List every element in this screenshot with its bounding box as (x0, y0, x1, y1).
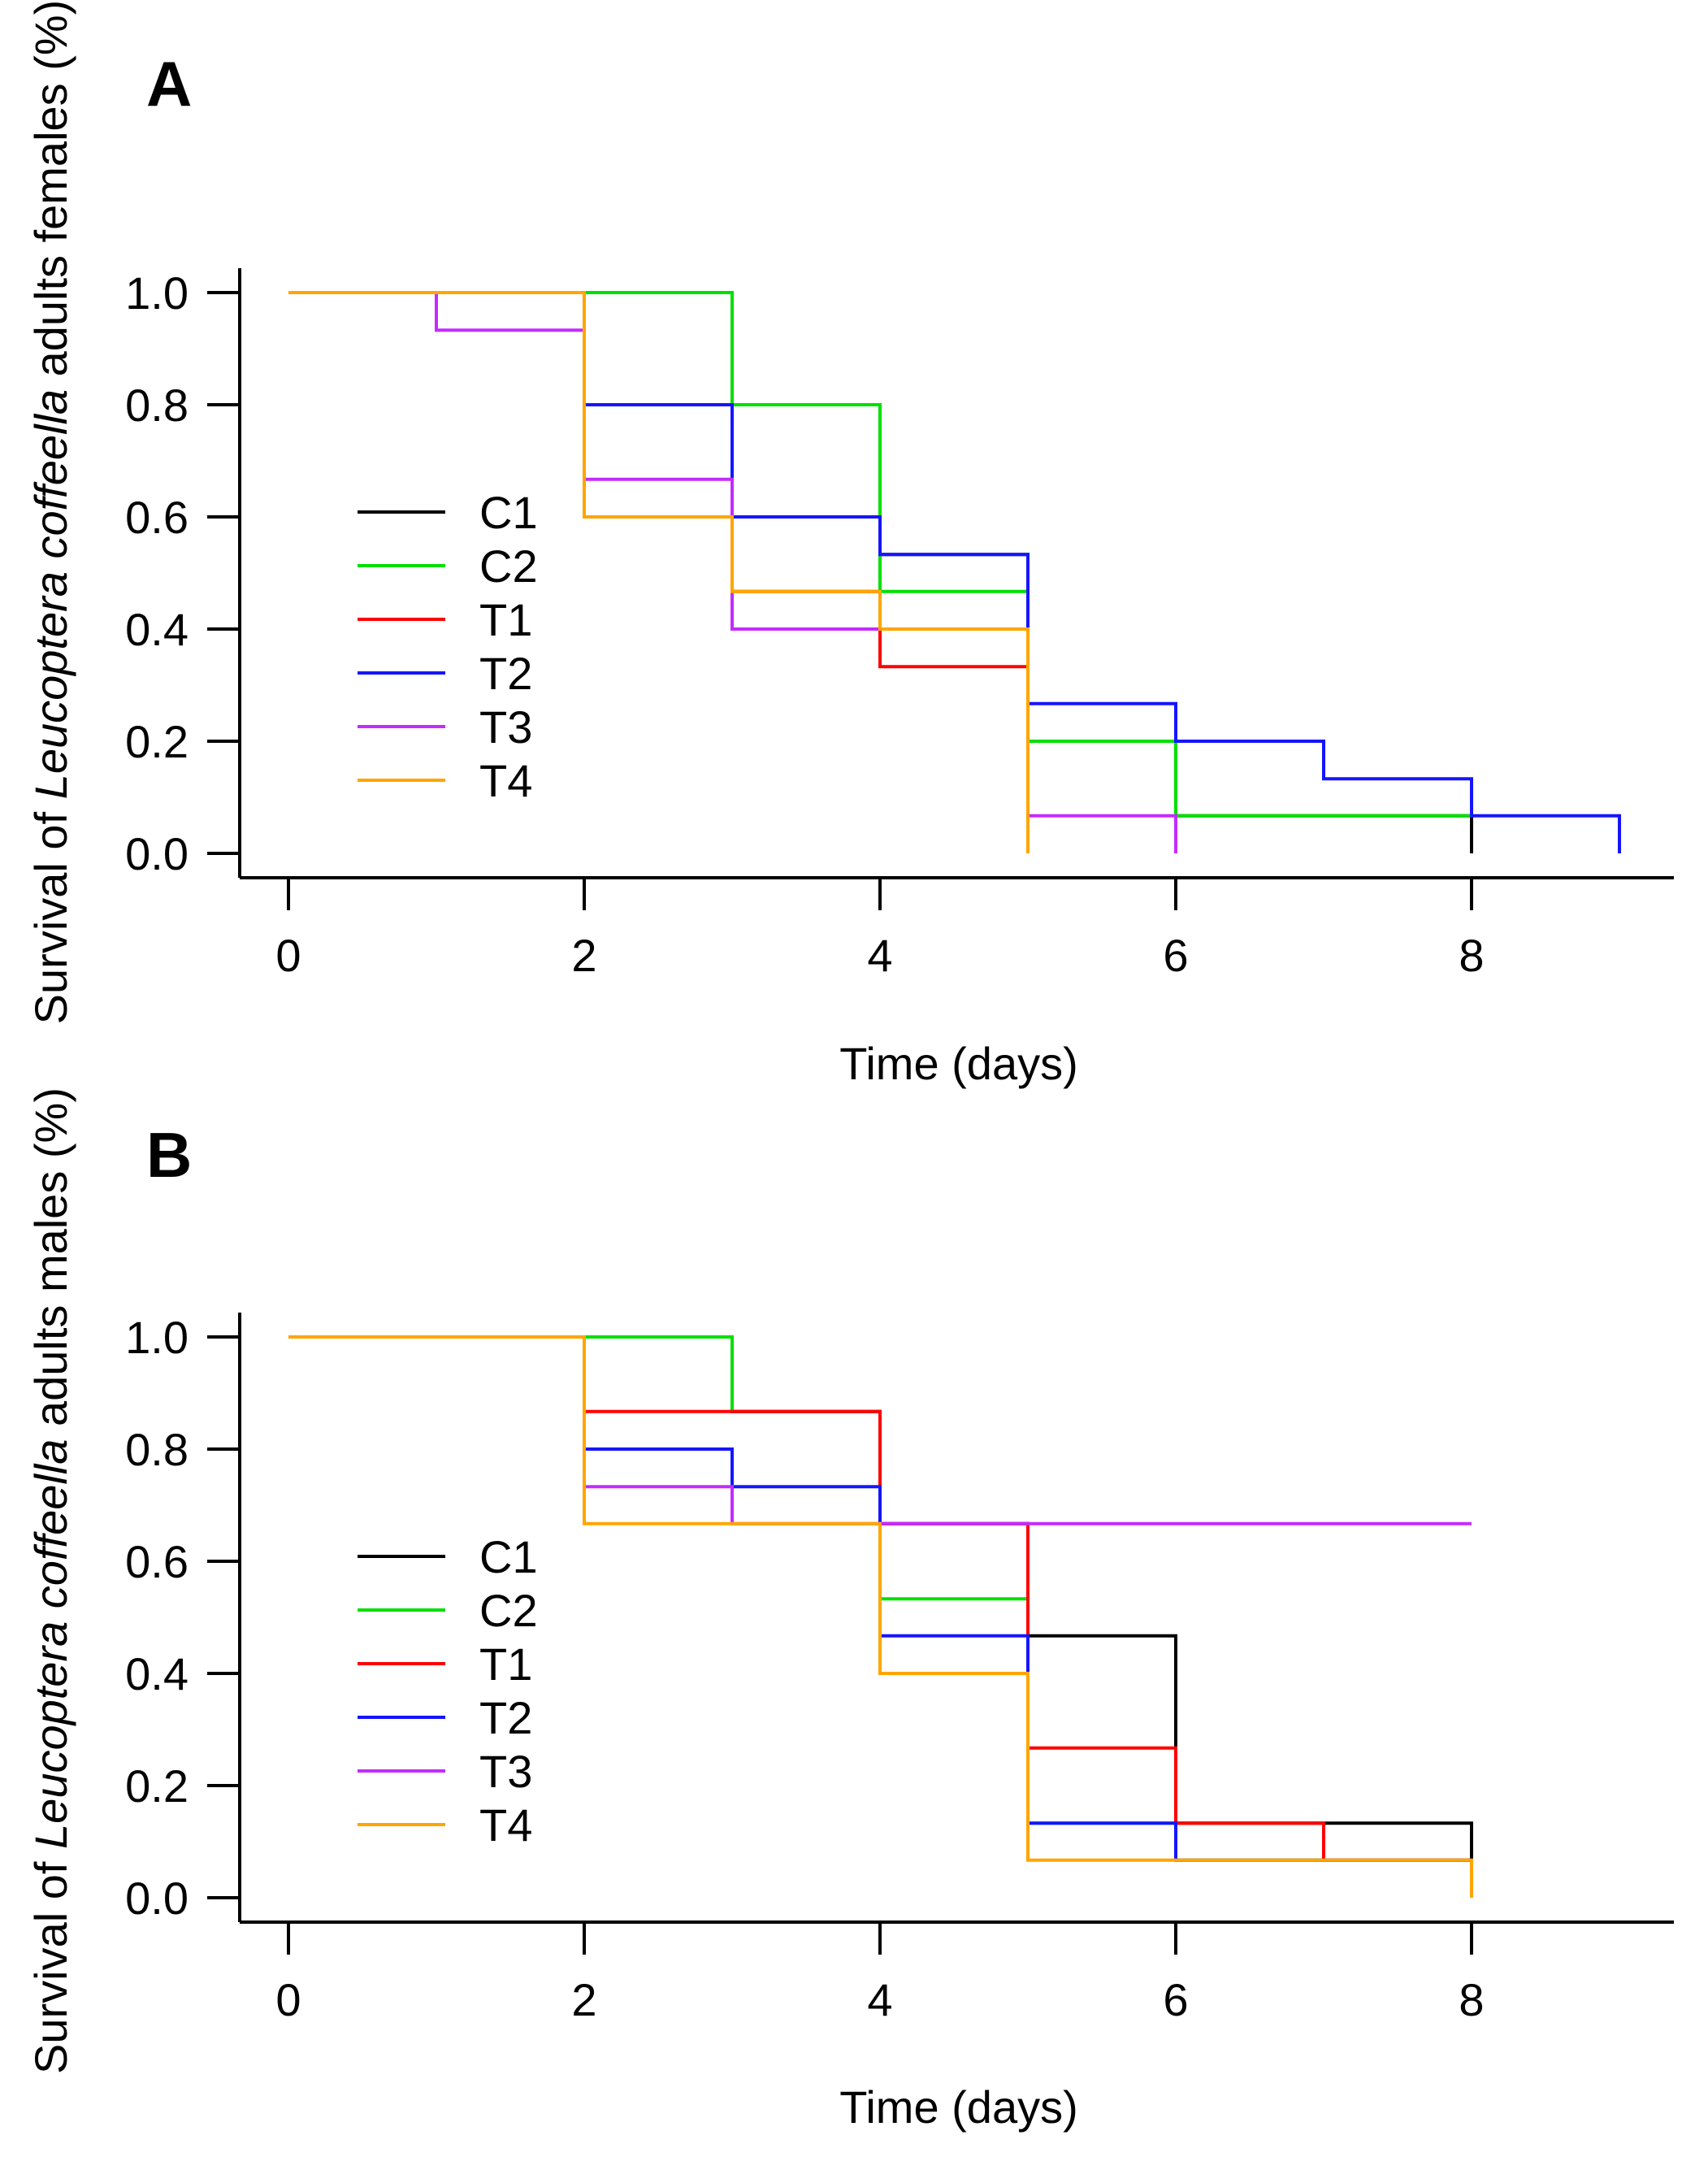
panel-a-y-tick-label: 0.4 (125, 604, 189, 655)
panel-a-x-tick-label: 2 (571, 930, 596, 981)
panel-a-x-tick-label: 0 (275, 930, 301, 981)
panel-a: A Survival of Leucoptera coffeella adult… (25, 0, 1674, 1089)
panel-b: B Survival of Leucoptera coffeella adult… (25, 1087, 1674, 2133)
panel-b-x-tick-label: 0 (275, 1974, 301, 2025)
panel-a-x-tick-label: 8 (1459, 930, 1484, 981)
panel-b-y-tick-label: 0.4 (125, 1648, 189, 1699)
series-t4-line (288, 291, 1030, 853)
panel-b-y-tick-label: 0.2 (125, 1760, 189, 1812)
panel-b-series-group (288, 1335, 1473, 1898)
panel-b-x-tick-label: 8 (1459, 1974, 1484, 2025)
panel-a-letter: A (146, 48, 192, 119)
legend-label-t4: T4 (479, 755, 532, 806)
panel-a-x-tick-label: 4 (867, 930, 892, 981)
panel-a-y-tick-label: 0.2 (125, 716, 189, 767)
legend-label-t1: T1 (479, 594, 532, 645)
legend-label-t2: T2 (479, 1692, 532, 1743)
panel-b-x-axis-title: Time (days) (839, 2081, 1078, 2133)
legend-label-c1: C1 (479, 1531, 538, 1582)
legend-label-t2: T2 (479, 648, 532, 699)
panel-b-y-tick-label: 0.0 (125, 1873, 189, 1924)
legend-label-c1: C1 (479, 487, 538, 538)
panel-b-letter: B (146, 1119, 192, 1191)
panel-b-y-tick-label: 0.8 (125, 1424, 189, 1475)
panel-a-x-axis-title: Time (days) (839, 1038, 1078, 1089)
panel-a-y-tick-label: 0.8 (125, 380, 189, 431)
panel-a-x-tick-label: 6 (1163, 930, 1188, 981)
series-t1-line (288, 291, 1030, 853)
panel-b-y-tick-label: 0.6 (125, 1536, 189, 1587)
panel-a-y-tick-label: 1.0 (125, 267, 189, 319)
legend-label-t1: T1 (479, 1638, 532, 1690)
legend-label-t4: T4 (479, 1799, 532, 1851)
panel-a-y-tick-label: 0.0 (125, 828, 189, 879)
series-c2-line (288, 291, 1472, 818)
legend-label-t3: T3 (479, 701, 532, 753)
panel-a-legend: C1 C2 T1 T2 T3 T4 (358, 487, 538, 806)
panel-b-x-tick-label: 6 (1163, 1974, 1188, 2025)
series-t4-line (288, 1335, 1473, 1898)
legend-label-c2: C2 (479, 1585, 538, 1636)
legend-label-c2: C2 (479, 540, 538, 592)
panel-b-y-axis-title: Survival of Leucoptera coffeella adults … (25, 1087, 76, 2074)
panel-a-y-axis-title: Survival of Leucoptera coffeella adults … (25, 0, 76, 1024)
panel-a-series-group (288, 291, 1621, 853)
panel-b-y-tick-label: 1.0 (125, 1312, 189, 1363)
panel-b-x-tick-label: 4 (867, 1974, 892, 2025)
panel-b-legend: C1 C2 T1 T2 T3 T4 (358, 1531, 538, 1851)
panel-b-x-tick-label: 2 (571, 1974, 596, 2025)
legend-label-t3: T3 (479, 1746, 532, 1797)
panel-a-y-tick-label: 0.6 (125, 492, 189, 543)
